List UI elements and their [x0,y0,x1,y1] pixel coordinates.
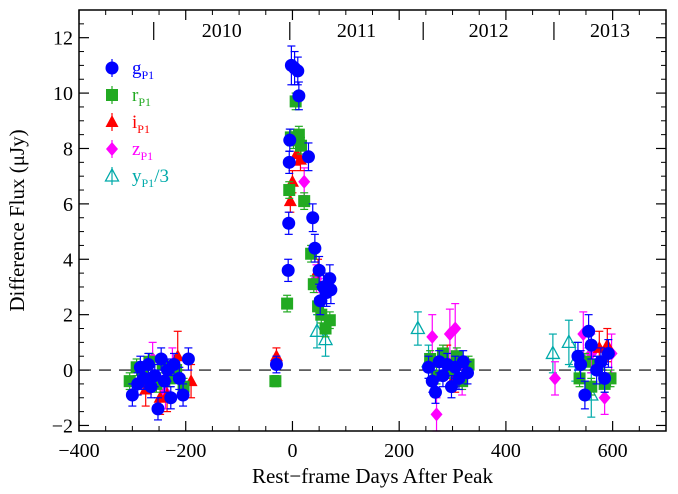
y-tick-label: −2 [52,415,73,437]
data-point-g [601,346,615,360]
data-point-g [282,216,296,230]
axes: −400 −200 0 200 400 600 −2 0 2 4 6 8 10 12 [52,10,667,462]
data-point-g [292,89,306,103]
x-tick-label: −200 [165,440,206,462]
data-point-g [282,155,296,169]
data-point-g [281,263,295,277]
y-tick-label: 12 [53,28,73,50]
y-tick-label: 10 [53,83,73,105]
data-point-i [283,194,297,207]
y-tick-label: 2 [63,305,73,327]
legend-label-y: yP1/3 [132,166,169,190]
data-point-g [306,211,320,225]
data-point-g [291,64,305,78]
y-axis-label: Difference Flux (μJy) [5,129,29,311]
data-point-g [308,241,322,255]
data-point-z [549,371,562,386]
x-tick-label: 0 [287,440,297,462]
x-axis-label: Rest−frame Days After Peak [252,464,494,488]
data-point-g [460,366,474,380]
data-point-g [301,150,315,164]
data-point-y [545,345,561,360]
data-point-g [164,391,178,405]
data-point-r [269,375,282,388]
data-point-g [428,385,442,399]
year-label: 2013 [590,20,630,42]
data-point-y [410,320,426,335]
data-point-g [172,371,186,385]
legend-marker-y [104,167,120,182]
data-point-g [154,352,168,366]
x-tick-label: 400 [491,440,521,462]
data-point-g [176,388,190,402]
data-point-z [449,321,462,336]
data-point-g [125,388,139,402]
data-point-z [426,329,439,344]
data-point-i [293,152,307,165]
legend-item-y: yP1/3 [104,166,169,190]
data-point-g [181,352,195,366]
data-point-i [600,338,614,351]
legend-marker-i [105,115,119,127]
data-point-g [323,272,337,286]
data-point-g [324,283,338,297]
year-label: 2010 [202,20,242,42]
x-tick-label: −400 [58,440,99,462]
data-point-g [167,358,181,372]
data-point-g [456,355,470,369]
year-label: 2011 [337,20,376,42]
data-point-g [148,369,162,383]
data-point-g [151,402,165,416]
data-point-r [283,184,296,197]
data-point-z [430,407,443,422]
data-point-r [323,314,336,327]
data-point-r [281,297,294,310]
y-tick-label: 8 [63,138,73,160]
data-point-z [298,174,311,189]
data-point-y [561,334,577,349]
data-point-g [598,371,612,385]
data-point-r [294,139,307,152]
x-tick-label: 600 [598,440,628,462]
x-tick-label: 200 [384,440,414,462]
data-point-g [584,338,598,352]
y-tick-label: 0 [63,360,73,382]
data-point-g [436,369,450,383]
y-tick-label: 4 [63,249,73,271]
legend-marker-g [105,61,119,75]
data-point-g [141,358,155,372]
year-label: 2012 [469,20,509,42]
data-point-r [298,195,311,208]
series-g [125,45,615,421]
data-point-g [578,388,592,402]
y-tick-label: 6 [63,194,73,216]
data-point-g [283,133,297,147]
legend-marker-r [106,89,118,101]
data-series [123,45,618,432]
data-point-g [444,380,458,394]
data-point-z [598,390,611,405]
legend-marker-z [106,142,118,156]
data-point-y [317,331,334,346]
data-point-i [269,349,283,362]
data-point-g [269,358,283,372]
data-point-g [574,358,588,372]
year-markers: 2010 2011 2012 2013 [153,20,630,42]
